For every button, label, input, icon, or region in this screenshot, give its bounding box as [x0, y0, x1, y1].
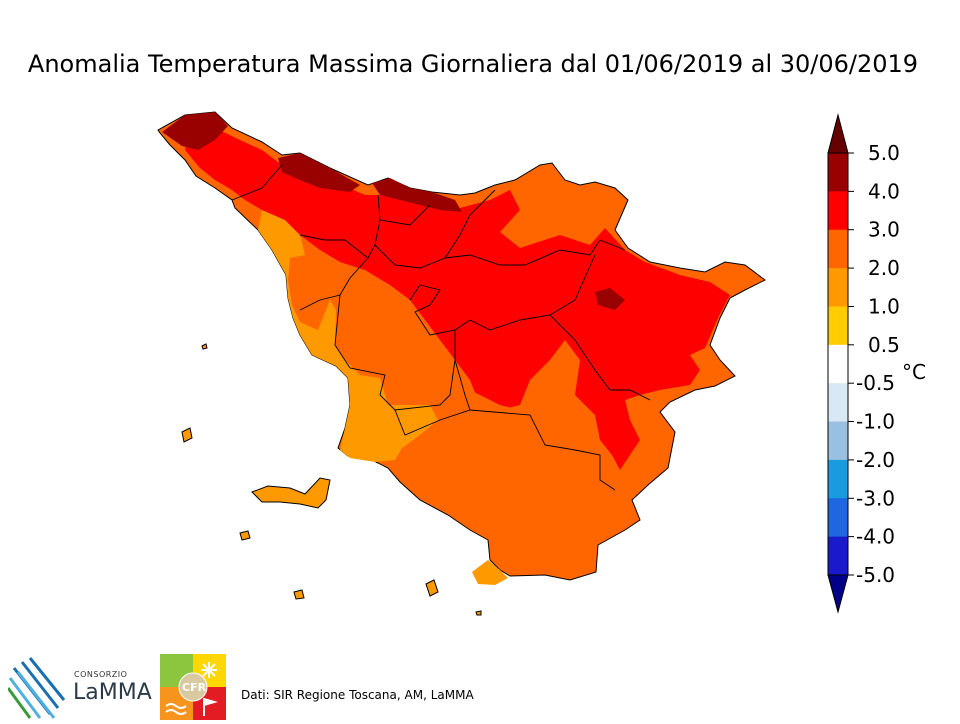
- island-giglio: [425, 579, 439, 597]
- island-giannutri: [475, 610, 482, 616]
- colorbar-tick-label: -5.0: [856, 563, 895, 587]
- colorbar-bin: [828, 421, 848, 461]
- colorbar-bin: [828, 306, 848, 346]
- cfr-label: CFR: [182, 681, 207, 694]
- northwest-max-region: [162, 112, 228, 150]
- colorbar-under-arrow: [827, 574, 849, 614]
- colorbar-tick-label: -3.0: [856, 486, 895, 510]
- colorbar-frame: [827, 152, 849, 576]
- colorbar-tick-label: 3.0: [868, 218, 900, 242]
- colorbar-tick-label: -1.0: [856, 410, 895, 434]
- island-capraia: [181, 427, 193, 443]
- north-ridge-max-region-2: [372, 178, 462, 212]
- colorbar-bin: [828, 191, 848, 231]
- data-credit: Dati: SIR Regione Toscana, AM, LaMMA: [241, 688, 474, 702]
- colorbar-bin: [828, 498, 848, 538]
- island-montecristo: [293, 589, 305, 600]
- colorbar-bin: [828, 268, 848, 307]
- lamma-consorzio-text: CONSORZIO: [74, 670, 128, 679]
- coastal-moderate-region: [258, 210, 438, 462]
- island-gorgona: [201, 343, 208, 350]
- colorbar-tick-label: 1.0: [868, 294, 900, 318]
- east-max-region: [595, 288, 625, 310]
- island-pianosa: [239, 530, 251, 541]
- colorbar-bin: [828, 344, 848, 384]
- north-ridge-max-region: [278, 153, 360, 192]
- lamma-logo: CONSORZIO LaMMA: [6, 654, 158, 720]
- colorbar-bin: [828, 383, 848, 423]
- lamma-name-text: LaMMA: [73, 680, 152, 705]
- colorbar-unit: °C: [902, 360, 926, 384]
- colorbar-tick-label: -0.5: [856, 371, 895, 395]
- map-title: Anomalia Temperatura Massima Giornaliera…: [27, 50, 919, 78]
- colorbar-tick-label: -2.0: [856, 448, 895, 472]
- inland-moderate-patch: [470, 380, 575, 420]
- colorbar-tick-label: -4.0: [856, 525, 895, 549]
- colorbar-bin: [828, 229, 848, 269]
- colorbar-tick-label: 5.0: [868, 141, 900, 165]
- inland-hot-region: [185, 128, 730, 470]
- island-elba: [251, 477, 331, 509]
- colorbar-bin: [828, 459, 848, 499]
- cfr-logo: CFR: [160, 654, 226, 720]
- province-boundaries: [231, 164, 651, 491]
- colorbar-over-arrow: [827, 113, 849, 154]
- colorbar-tick-label: 0.5: [868, 333, 900, 357]
- colorbar-bin: [828, 153, 848, 192]
- colorbar-tick-label: 4.0: [868, 179, 900, 203]
- colorbar-tick-label: 2.0: [868, 256, 900, 280]
- coastal-strip-south: [472, 560, 508, 585]
- colorbar-bin: [828, 536, 848, 576]
